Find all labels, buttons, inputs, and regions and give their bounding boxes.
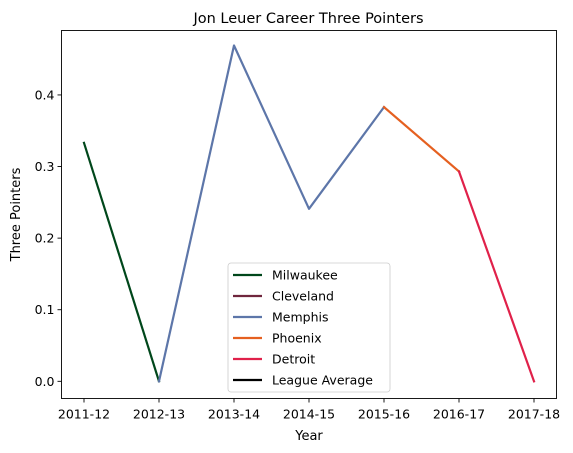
- series-line-phoenix: [382, 105, 461, 174]
- legend-label: Detroit: [272, 352, 315, 367]
- series-line-milwaukee: [82, 141, 161, 383]
- x-tick-label: 2014-15: [283, 407, 335, 422]
- y-tick-label: 0.4: [35, 87, 55, 102]
- series-lines: [82, 44, 536, 383]
- legend-label: Milwaukee: [272, 268, 338, 283]
- chart-title: Jon Leuer Career Three Pointers: [192, 11, 423, 27]
- y-tick-label: 0.0: [35, 374, 55, 389]
- x-axis-label: Year: [294, 429, 323, 444]
- legend-label: Phoenix: [272, 331, 322, 346]
- x-tick-label: 2015-16: [358, 407, 410, 422]
- legend-box: [227, 262, 391, 393]
- legend-label: Cleveland: [272, 289, 334, 304]
- series-line-memphis: [157, 44, 386, 383]
- y-axis-ticks: 0.0 0.1 0.2 0.3 0.4: [35, 87, 62, 389]
- x-tick-label: 2016-17: [433, 407, 485, 422]
- plot-area-frame: [61, 30, 557, 399]
- series-line-detroit: [457, 170, 536, 383]
- y-tick-label: 0.1: [35, 302, 55, 317]
- x-tick-label: 2012-13: [133, 407, 185, 422]
- y-axis-label: Three Pointers: [9, 167, 24, 262]
- x-tick-label: 2017-18: [508, 407, 560, 422]
- y-tick-label: 0.3: [35, 159, 55, 174]
- legend-label: Memphis: [272, 310, 329, 325]
- legend-label: League Average: [272, 373, 373, 388]
- x-tick-label: 2011-12: [58, 407, 110, 422]
- x-tick-label: 2013-14: [208, 407, 260, 422]
- legend: Milwaukee Cleveland Memphis Phoenix Detroit L…: [227, 262, 391, 393]
- x-axis-ticks: 2011-12 2012-13 2013-14 2014-15 2015-16 2016-…: [58, 398, 560, 422]
- y-tick-label: 0.2: [35, 231, 55, 246]
